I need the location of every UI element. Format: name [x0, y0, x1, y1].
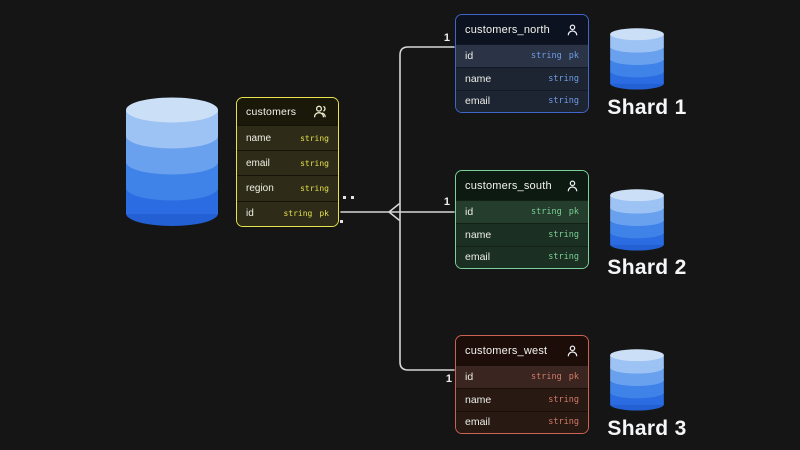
field-type: string — [548, 229, 579, 240]
table-customers-south: customers_south id string pk name string … — [455, 170, 589, 269]
field-name: email — [246, 157, 270, 169]
field-name: email — [465, 251, 491, 264]
pk-badge: pk — [568, 50, 579, 61]
pk-badge: pk — [568, 206, 579, 217]
table-customers-north: customers_north id string pk name string … — [455, 14, 589, 113]
table-header: customers_north — [456, 15, 588, 44]
table-title: customers_north — [465, 23, 550, 36]
shard3-database-cylinder-icon — [609, 349, 665, 411]
table-row: name string — [456, 222, 588, 246]
connector-branch-vertical — [399, 46, 455, 371]
many-cardinality-dots — [340, 196, 354, 223]
table-title: customers_west — [465, 344, 548, 357]
field-type: string — [548, 73, 579, 84]
field-type: string — [283, 209, 313, 219]
person-icon — [566, 344, 579, 358]
table-row: email string — [456, 410, 588, 433]
table-row: id string pk — [456, 365, 588, 388]
table-header: customers — [237, 98, 338, 125]
table-row: name string — [456, 66, 588, 90]
field-type: string — [548, 394, 579, 405]
table-customers: customers name string email string regio… — [236, 97, 339, 227]
field-type: string — [548, 252, 579, 263]
field-type: string — [531, 371, 562, 382]
field-name: email — [465, 416, 491, 429]
pk-badge: pk — [568, 371, 579, 382]
table-header: customers_west — [456, 336, 588, 365]
shard1-label: Shard 1 — [607, 96, 687, 119]
shard2-label: Shard 2 — [607, 256, 687, 279]
table-row: name string — [456, 387, 588, 411]
table-row: id string pk — [237, 200, 338, 226]
field-name: id — [246, 208, 254, 220]
field-type: string — [300, 183, 329, 193]
field-name: name — [465, 72, 492, 85]
field-type: string — [300, 158, 329, 168]
table-row: email string — [456, 245, 588, 268]
table-title: customers — [246, 105, 297, 118]
field-name: id — [465, 370, 474, 383]
shard1-database-cylinder-icon — [609, 28, 665, 90]
field-name: name — [465, 228, 492, 241]
pk-badge: pk — [319, 209, 329, 219]
field-type: string — [548, 96, 579, 107]
field-name: id — [465, 205, 474, 218]
table-title: customers_south — [465, 179, 552, 192]
field-name: id — [465, 49, 474, 62]
table-row: id string pk — [456, 44, 588, 67]
table-row: email string — [237, 150, 338, 176]
field-name: region — [246, 182, 274, 194]
field-type: string — [548, 417, 579, 428]
field-type: string — [300, 133, 329, 143]
table-row: name string — [237, 125, 338, 151]
database-cylinder-icon — [124, 97, 220, 227]
cardinality-one-south: 1 — [443, 196, 450, 208]
field-name: name — [465, 393, 492, 406]
person-icon — [566, 23, 579, 37]
person-icon — [566, 179, 579, 193]
table-header: customers_south — [456, 171, 588, 200]
shard3-label: Shard 3 — [607, 417, 687, 440]
people-icon — [313, 104, 329, 119]
crow-foot-marker — [387, 203, 400, 221]
cardinality-one-north: 1 — [443, 32, 450, 44]
field-type: string — [531, 206, 562, 217]
field-name: name — [246, 132, 272, 144]
shard2-database-cylinder-icon — [609, 189, 665, 251]
table-customers-west: customers_west id string pk name string e… — [455, 335, 589, 434]
field-name: email — [465, 95, 491, 108]
table-row: region string — [237, 175, 338, 201]
cardinality-one-west: 1 — [445, 373, 452, 385]
table-row: email string — [456, 89, 588, 112]
field-type: string — [531, 50, 562, 61]
table-row: id string pk — [456, 200, 588, 223]
